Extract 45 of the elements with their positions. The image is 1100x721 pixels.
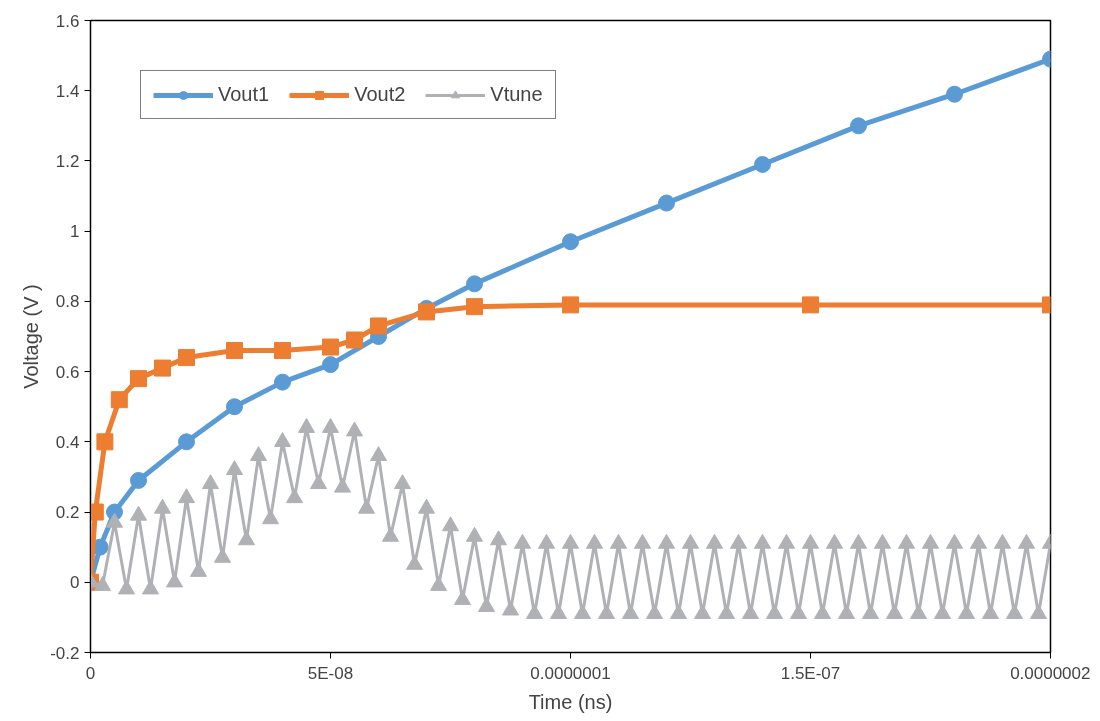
y-tick-label: 1.6 — [55, 11, 80, 31]
point — [370, 317, 387, 335]
point — [466, 275, 483, 293]
point — [322, 338, 339, 356]
point — [346, 331, 363, 349]
point — [322, 356, 339, 374]
point — [274, 342, 291, 360]
point — [226, 342, 243, 360]
legend-label: Vout1 — [218, 83, 270, 106]
x-tick-label: 5E-08 — [307, 663, 354, 683]
y-tick-label: 0.6 — [55, 362, 80, 382]
point — [418, 303, 435, 321]
point — [562, 233, 579, 251]
point — [226, 398, 243, 416]
y-axis-title: Voltage (V ) — [20, 284, 43, 389]
point — [178, 433, 195, 451]
point — [96, 433, 114, 451]
x-tick-label: 0 — [85, 663, 96, 683]
y-tick-label: 1 — [70, 222, 80, 242]
point — [178, 349, 195, 367]
y-tick-label: 0.4 — [55, 432, 80, 452]
point — [274, 373, 291, 391]
y-tick-label: 1.2 — [55, 151, 80, 171]
y-tick-label: -0.2 — [50, 643, 80, 663]
x-axis-title: Time (ns) — [528, 690, 613, 713]
point — [946, 85, 963, 103]
y-tick-label: 1.4 — [55, 81, 80, 101]
x-tick-label: 0.0000001 — [530, 663, 611, 683]
point — [130, 471, 147, 489]
point — [850, 117, 867, 135]
point — [562, 296, 579, 314]
legend-label: Vtune — [490, 83, 543, 106]
point — [658, 194, 675, 212]
x-tick-label: 0.0000002 — [1010, 663, 1091, 683]
point — [754, 155, 771, 173]
point — [110, 391, 128, 409]
point — [802, 296, 819, 314]
point — [154, 359, 171, 377]
point — [130, 370, 147, 388]
legend-label: Vout2 — [354, 83, 406, 106]
x-tick-label: 1.5E-07 — [780, 663, 841, 683]
y-tick-label: 0.2 — [55, 503, 80, 523]
y-tick-label: 0 — [70, 573, 80, 593]
point — [466, 298, 483, 316]
y-tick-label: 0.8 — [55, 292, 80, 312]
